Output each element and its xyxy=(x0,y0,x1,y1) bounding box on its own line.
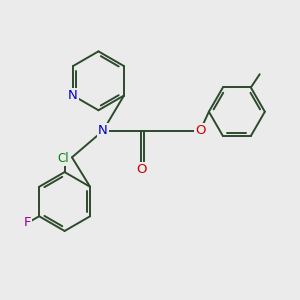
Text: N: N xyxy=(68,89,78,102)
Text: F: F xyxy=(24,216,32,230)
Text: N: N xyxy=(98,124,108,137)
Text: O: O xyxy=(136,163,146,176)
Text: Cl: Cl xyxy=(57,152,69,165)
Text: O: O xyxy=(195,124,205,137)
